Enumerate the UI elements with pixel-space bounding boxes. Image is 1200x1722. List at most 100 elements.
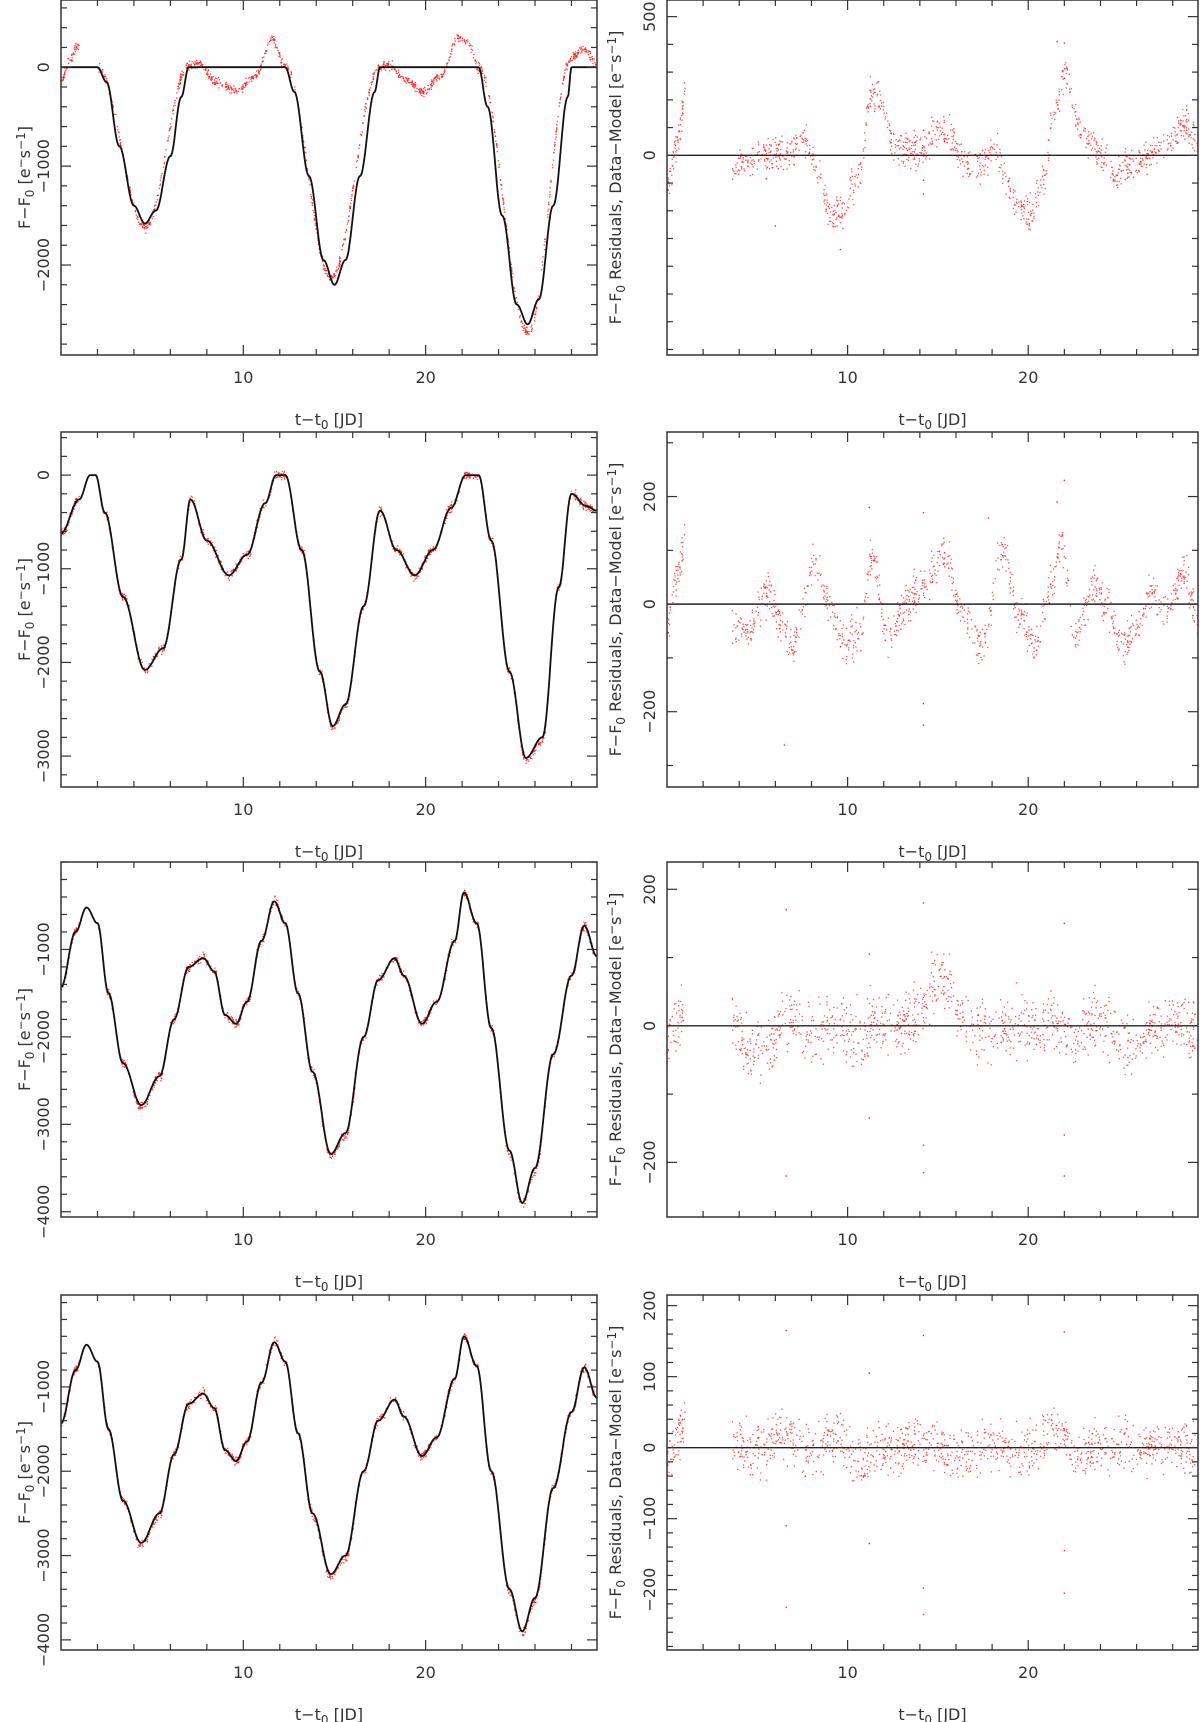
model-curve bbox=[61, 474, 597, 759]
plot-area bbox=[667, 902, 1198, 1177]
data-points bbox=[667, 40, 1198, 251]
data-points bbox=[61, 1333, 597, 1637]
plot-area bbox=[61, 34, 597, 335]
axes-frame bbox=[666, 0, 1199, 356]
x-tick-label: 20 bbox=[415, 1230, 435, 1249]
y-axis-label: F−F0 Residuals, Data−Model [e−s−1] bbox=[605, 31, 627, 325]
ticks bbox=[61, 432, 597, 787]
y-tick-label: −3000 bbox=[34, 1097, 53, 1151]
y-axis-label: F−F0 [e−s−1] bbox=[14, 558, 36, 661]
y-tick-label: 200 bbox=[640, 481, 659, 512]
y-tick-label: 0 bbox=[34, 62, 53, 72]
y-axis-label: F−F0 Residuals, Data−Model [e−s−1] bbox=[605, 1326, 627, 1620]
y-tick-label: −2000 bbox=[34, 1010, 53, 1064]
x-tick-label: 20 bbox=[1018, 800, 1038, 819]
y-tick-label: −2000 bbox=[34, 635, 53, 689]
panel-row2-left: 10 20 0 −1000 −2000 −3000 t−t0 [JD] F−F0 [e−s−1… bbox=[14, 431, 598, 864]
y-tick-label: −3000 bbox=[34, 729, 53, 783]
x-axis-label: t−t0 [JD] bbox=[898, 1272, 966, 1294]
y-tick-label: 0 bbox=[34, 470, 53, 480]
y-tick-label: −200 bbox=[640, 1568, 659, 1612]
ticks bbox=[667, 432, 1198, 787]
x-tick-label: 10 bbox=[233, 1663, 253, 1682]
x-tick-label: 20 bbox=[1018, 1663, 1038, 1682]
y-tick-label: 200 bbox=[640, 874, 659, 905]
x-axis-label: t−t0 [JD] bbox=[898, 410, 966, 432]
x-tick-label: 10 bbox=[837, 800, 857, 819]
x-axis-label: t−t0 [JD] bbox=[295, 1272, 363, 1294]
x-tick-label: 10 bbox=[233, 800, 253, 819]
panel-row4-right: 10 20 200 100 0 −100 −200 t−t0 [JD] F−F0 Residua… bbox=[605, 1290, 1199, 1722]
panel-row2-right: 10 20 200 0 −200 t−t0 [JD] F−F0 Residuals, Dat… bbox=[605, 431, 1199, 864]
ticks bbox=[61, 0, 597, 355]
y-tick-label: −4000 bbox=[34, 1613, 53, 1667]
y-tick-label: 200 bbox=[640, 1290, 659, 1321]
plot-area bbox=[61, 470, 597, 765]
axes-frame bbox=[60, 861, 598, 1218]
data-points bbox=[61, 470, 597, 765]
x-tick-label: 10 bbox=[233, 1230, 253, 1249]
x-axis-label: t−t0 [JD] bbox=[295, 842, 363, 864]
y-tick-label: −100 bbox=[640, 1497, 659, 1541]
panel-row3-right: 10 20 200 0 −200 t−t0 [JD] F−F0 Residuals, Dat… bbox=[605, 861, 1199, 1294]
y-tick-label: −2000 bbox=[34, 238, 53, 292]
y-tick-label: −4000 bbox=[34, 1185, 53, 1239]
ticks bbox=[61, 861, 597, 1217]
y-axis-label: F−F0 [e−s−1] bbox=[14, 988, 36, 1091]
model-curve bbox=[61, 66, 597, 326]
x-tick-label: 20 bbox=[415, 800, 435, 819]
data-points bbox=[61, 889, 597, 1208]
y-tick-label: −200 bbox=[640, 690, 659, 734]
y-tick-label: 100 bbox=[640, 1361, 659, 1392]
y-tick-label: 0 bbox=[640, 1443, 659, 1453]
model-curve bbox=[61, 891, 597, 1204]
x-tick-label: 20 bbox=[415, 1663, 435, 1682]
y-tick-label: 500 bbox=[640, 1, 659, 32]
axes-frame bbox=[60, 1294, 598, 1651]
x-axis-label: t−t0 [JD] bbox=[295, 410, 363, 432]
y-axis-label: F−F0 [e−s−1] bbox=[14, 1421, 36, 1524]
y-axis-label: F−F0 [e−s−1] bbox=[14, 126, 36, 229]
y-tick-label: −1000 bbox=[34, 922, 53, 976]
plot-area bbox=[667, 479, 1198, 746]
model-curve bbox=[61, 1335, 597, 1633]
x-tick-label: 20 bbox=[1018, 368, 1038, 387]
axes-frame bbox=[60, 431, 598, 788]
y-tick-label: 0 bbox=[640, 599, 659, 609]
x-tick-label: 20 bbox=[1018, 1230, 1038, 1249]
x-tick-label: 10 bbox=[837, 1230, 857, 1249]
panel-row3-left: 10 20 −1000 −2000 −3000 −4000 t−t0 [JD] F−F0 [e… bbox=[14, 861, 598, 1294]
data-points bbox=[667, 1329, 1198, 1616]
axes-frame bbox=[666, 431, 1199, 788]
y-tick-label: −3000 bbox=[34, 1528, 53, 1582]
ticks bbox=[61, 1295, 597, 1650]
data-points bbox=[667, 902, 1198, 1177]
y-tick-label: 0 bbox=[640, 150, 659, 160]
x-tick-label: 10 bbox=[837, 368, 857, 387]
y-axis-label: F−F0 Residuals, Data−Model [e−s−1] bbox=[605, 463, 627, 757]
y-tick-label: −1000 bbox=[34, 542, 53, 596]
ticks bbox=[667, 0, 1198, 355]
panel-row1-left: 10 20 0 −1000 −2000 t−t0 [JD] F−F0 [e−s−1] bbox=[14, 0, 598, 432]
x-axis-label: t−t0 [JD] bbox=[295, 1705, 363, 1722]
plot-area bbox=[61, 889, 597, 1208]
axes-frame bbox=[666, 861, 1199, 1218]
x-axis-label: t−t0 [JD] bbox=[898, 842, 966, 864]
axes-frame bbox=[60, 0, 598, 356]
panel-row1-right: 10 20 500 0 t−t0 [JD] F−F0 Residuals, Data−Mo… bbox=[605, 0, 1199, 432]
plot-area bbox=[667, 40, 1198, 251]
y-tick-label: 0 bbox=[640, 1021, 659, 1031]
x-tick-label: 10 bbox=[837, 1663, 857, 1682]
y-tick-label: −2000 bbox=[34, 1444, 53, 1498]
y-tick-label: −1000 bbox=[34, 1360, 53, 1414]
data-points bbox=[61, 34, 597, 335]
panel-row4-left: 10 20 −1000 −2000 −3000 −4000 t−t0 [JD] F−F0 [e… bbox=[14, 1294, 598, 1722]
data-points bbox=[667, 479, 1198, 746]
axes-frame bbox=[666, 1294, 1199, 1651]
ticks bbox=[667, 862, 1198, 1217]
x-tick-label: 20 bbox=[415, 368, 435, 387]
y-tick-label: −200 bbox=[640, 1140, 659, 1184]
plot-area bbox=[667, 1329, 1198, 1616]
ticks bbox=[667, 1295, 1198, 1650]
x-axis-label: t−t0 [JD] bbox=[898, 1705, 966, 1722]
